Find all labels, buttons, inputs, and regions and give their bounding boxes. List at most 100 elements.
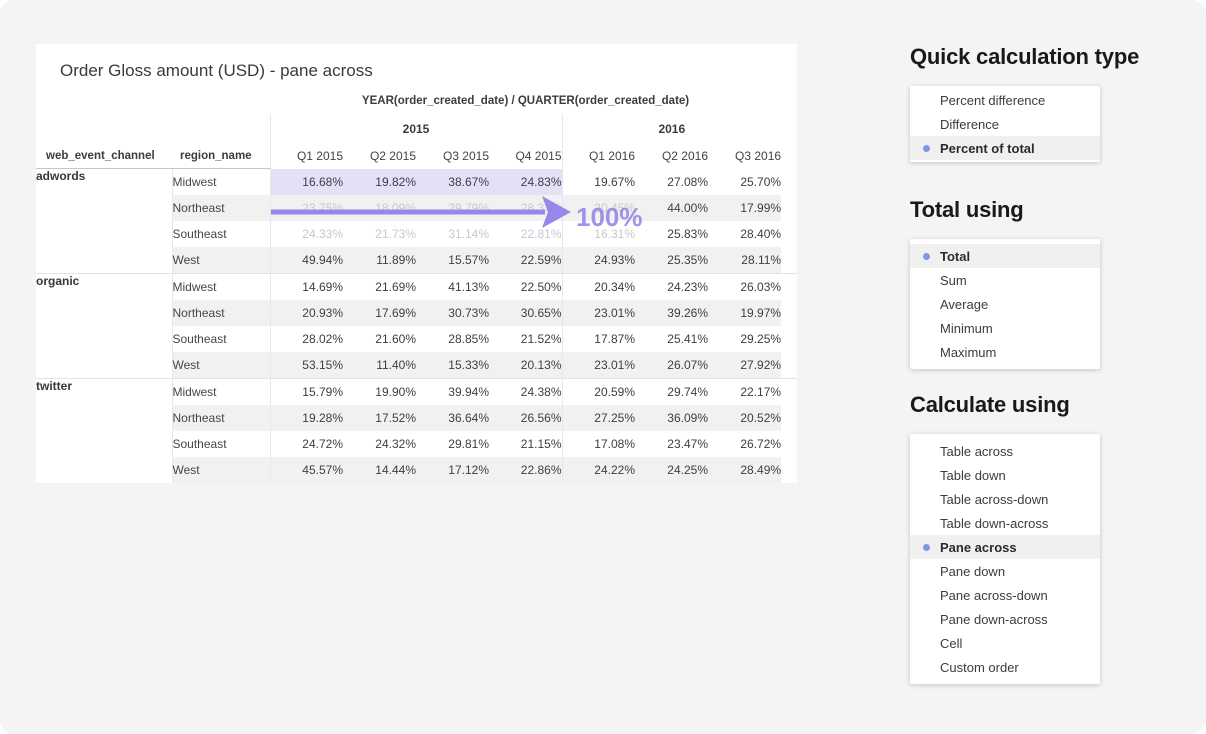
menu-item[interactable]: Pane down — [910, 559, 1100, 583]
value-cell[interactable]: 16.31% — [561, 221, 635, 247]
value-cell[interactable]: 22.59% — [489, 247, 562, 274]
value-cell[interactable]: 24.72% — [269, 431, 343, 457]
value-cell[interactable]: 24.93% — [561, 247, 635, 274]
value-cell[interactable]: 23.47% — [635, 431, 708, 457]
value-cell[interactable]: 22.86% — [489, 457, 562, 483]
value-cell[interactable]: 36.64% — [416, 405, 489, 431]
value-cell[interactable]: 21.73% — [343, 221, 416, 247]
menu-item[interactable]: Sum — [910, 268, 1100, 292]
channel-cell[interactable]: twitter — [36, 378, 173, 483]
value-cell[interactable]: 14.44% — [343, 457, 416, 483]
value-cell[interactable]: 18.09% — [343, 195, 416, 221]
value-cell[interactable]: 36.09% — [635, 405, 708, 431]
value-cell[interactable]: 19.67% — [561, 168, 635, 195]
menu-item[interactable]: Pane across — [910, 535, 1100, 559]
value-cell[interactable]: 45.57% — [269, 457, 343, 483]
menu-item[interactable]: Percent difference — [910, 88, 1100, 112]
value-cell[interactable]: 26.07% — [635, 352, 708, 379]
value-cell[interactable]: 19.28% — [269, 405, 343, 431]
value-cell[interactable]: 28.02% — [269, 326, 343, 352]
value-cell[interactable]: 31.14% — [416, 221, 489, 247]
value-cell[interactable]: 26.03% — [708, 273, 782, 300]
value-cell[interactable]: 29.25% — [708, 326, 782, 352]
region-cell[interactable]: Southeast — [172, 326, 270, 352]
value-cell[interactable]: 25.70% — [708, 168, 782, 195]
value-cell[interactable]: 21.52% — [489, 326, 562, 352]
value-cell[interactable]: 29.74% — [635, 378, 708, 405]
value-cell[interactable]: 23.01% — [561, 300, 635, 326]
value-cell[interactable]: 16.68% — [269, 168, 343, 195]
value-cell[interactable]: 20.93% — [269, 300, 343, 326]
value-cell[interactable]: 44.00% — [635, 195, 708, 221]
value-cell[interactable]: 17.69% — [343, 300, 416, 326]
region-cell[interactable]: Southeast — [172, 221, 270, 247]
value-cell[interactable]: 23.75% — [269, 195, 343, 221]
value-cell[interactable]: 17.99% — [708, 195, 782, 221]
value-cell[interactable]: 22.81% — [489, 221, 562, 247]
value-cell[interactable]: 26.72% — [708, 431, 782, 457]
value-cell[interactable]: 20.13% — [489, 352, 562, 379]
value-cell[interactable]: 21.15% — [489, 431, 562, 457]
value-cell[interactable]: 24.38% — [489, 378, 562, 405]
value-cell[interactable]: 49.94% — [269, 247, 343, 274]
value-cell[interactable]: 20.59% — [561, 378, 635, 405]
value-cell[interactable]: 15.57% — [416, 247, 489, 274]
region-cell[interactable]: West — [172, 457, 270, 483]
value-cell[interactable]: 24.32% — [343, 431, 416, 457]
value-cell[interactable]: 20.45% — [561, 195, 635, 221]
menu-item[interactable]: Percent of total — [910, 136, 1100, 160]
value-cell[interactable]: 30.73% — [416, 300, 489, 326]
value-cell[interactable]: 29.79% — [416, 195, 489, 221]
value-cell[interactable]: 17.87% — [561, 326, 635, 352]
value-cell[interactable]: 24.22% — [561, 457, 635, 483]
value-cell[interactable]: 24.25% — [635, 457, 708, 483]
value-cell[interactable]: 17.52% — [343, 405, 416, 431]
menu-item[interactable]: Table down-across — [910, 511, 1100, 535]
menu-item[interactable]: Average — [910, 292, 1100, 316]
value-cell[interactable]: 17.08% — [561, 431, 635, 457]
menu-item[interactable]: Table across-down — [910, 487, 1100, 511]
value-cell[interactable]: 38.67% — [416, 168, 489, 195]
menu-item[interactable]: Pane across-down — [910, 583, 1100, 607]
menu-item[interactable]: Pane down-across — [910, 607, 1100, 631]
value-cell[interactable]: 21.69% — [343, 273, 416, 300]
value-cell[interactable]: 20.52% — [708, 405, 782, 431]
region-cell[interactable]: Northeast — [172, 300, 270, 326]
region-cell[interactable]: Northeast — [172, 195, 270, 221]
value-cell[interactable]: 53.15% — [269, 352, 343, 379]
value-cell[interactable]: 28.37% — [489, 195, 562, 221]
value-cell[interactable]: 26.56% — [489, 405, 562, 431]
value-cell[interactable]: 39.94% — [416, 378, 489, 405]
value-cell[interactable]: 19.97% — [708, 300, 782, 326]
value-cell[interactable]: 14.69% — [269, 273, 343, 300]
value-cell[interactable]: 30.65% — [489, 300, 562, 326]
menu-item[interactable]: Minimum — [910, 316, 1100, 340]
menu-item[interactable]: Total — [910, 244, 1100, 268]
menu-item[interactable]: Difference — [910, 112, 1100, 136]
value-cell[interactable]: 28.49% — [708, 457, 782, 483]
value-cell[interactable]: 27.08% — [635, 168, 708, 195]
menu-item[interactable]: Custom order — [910, 655, 1100, 679]
menu-item[interactable]: Cell — [910, 631, 1100, 655]
value-cell[interactable]: 17.12% — [416, 457, 489, 483]
value-cell[interactable]: 25.83% — [635, 221, 708, 247]
value-cell[interactable]: 28.11% — [708, 247, 782, 274]
value-cell[interactable]: 19.90% — [343, 378, 416, 405]
value-cell[interactable]: 27.92% — [708, 352, 782, 379]
value-cell[interactable]: 25.41% — [635, 326, 708, 352]
channel-cell[interactable]: organic — [36, 273, 173, 379]
value-cell[interactable]: 27.25% — [561, 405, 635, 431]
value-cell[interactable]: 22.50% — [489, 273, 562, 300]
value-cell[interactable]: 20.34% — [561, 273, 635, 300]
value-cell[interactable]: 23.01% — [561, 352, 635, 379]
value-cell[interactable]: 25.35% — [635, 247, 708, 274]
value-cell[interactable]: 15.79% — [269, 378, 343, 405]
value-cell[interactable]: 24.83% — [489, 168, 562, 195]
value-cell[interactable]: 15.33% — [416, 352, 489, 379]
region-cell[interactable]: Midwest — [172, 168, 270, 195]
value-cell[interactable]: 11.40% — [343, 352, 416, 379]
menu-item[interactable]: Maximum — [910, 340, 1100, 364]
region-cell[interactable]: Northeast — [172, 405, 270, 431]
channel-cell[interactable]: adwords — [36, 168, 173, 274]
value-cell[interactable]: 19.82% — [343, 168, 416, 195]
